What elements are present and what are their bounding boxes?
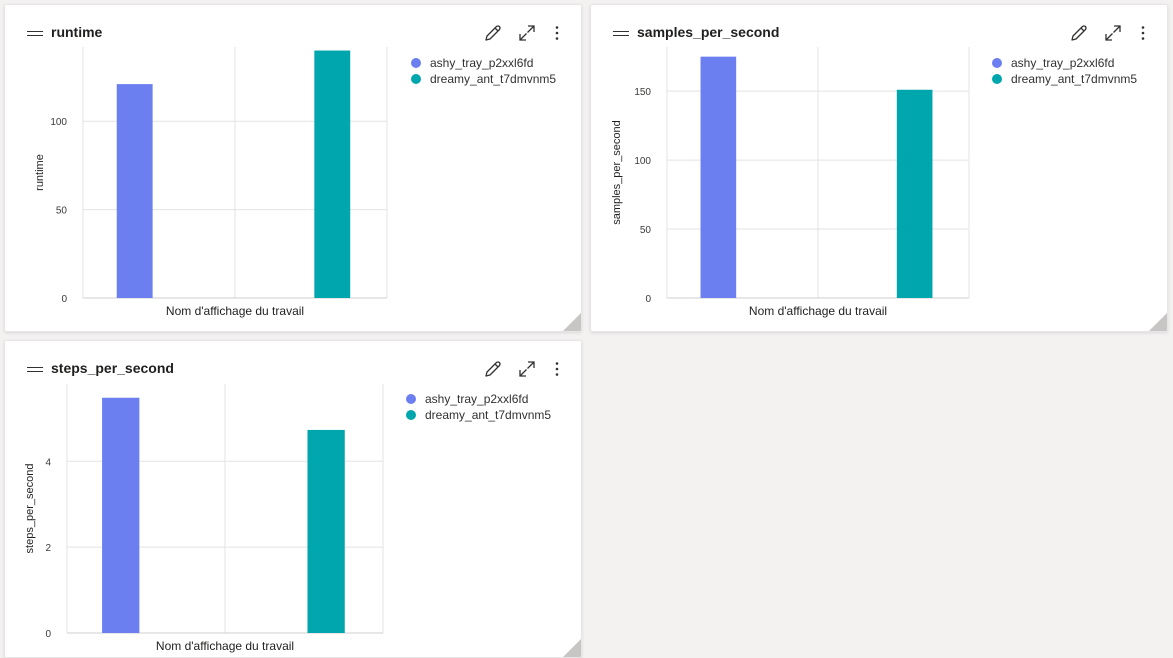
y-tick-label: 100 bbox=[50, 117, 67, 128]
bar-dreamy-ant-t7dmvnm5[interactable] bbox=[307, 429, 345, 633]
y-tick-label: 4 bbox=[45, 457, 51, 468]
chart-legend: ashy_tray_p2xxl6fd dreamy_ant_t7dmvnm5 bbox=[411, 55, 556, 87]
card-header: runtime bbox=[5, 5, 581, 45]
legend-swatch bbox=[411, 58, 421, 68]
drag-handle-icon[interactable] bbox=[27, 367, 43, 373]
chart-card-runtime: runtime 0 50 100 Nom d'affichage du travail r… bbox=[4, 4, 582, 332]
pencil-icon[interactable] bbox=[481, 21, 505, 45]
legend-swatch bbox=[406, 394, 416, 404]
y-tick-label: 50 bbox=[56, 206, 68, 217]
legend-item[interactable]: ashy_tray_p2xxl6fd bbox=[406, 391, 551, 407]
legend-swatch bbox=[992, 58, 1002, 68]
legend-label: ashy_tray_p2xxl6fd bbox=[430, 56, 534, 70]
pencil-icon[interactable] bbox=[481, 357, 505, 381]
legend-label: ashy_tray_p2xxl6fd bbox=[425, 392, 529, 406]
chart-legend: ashy_tray_p2xxl6fd dreamy_ant_t7dmvnm5 bbox=[992, 55, 1137, 87]
bar-ashy-tray-p2xxl6fd[interactable] bbox=[102, 397, 140, 633]
resize-handle-icon[interactable] bbox=[563, 313, 581, 331]
chart-card-steps-per-second: steps_per_second 0 2 4 Nom d'affichage du tr… bbox=[4, 340, 582, 658]
card-title: samples_per_second bbox=[637, 24, 780, 40]
drag-handle-icon[interactable] bbox=[27, 31, 43, 37]
card-title: runtime bbox=[51, 24, 103, 40]
bar-chart: 0 50 100 Nom d'affichage du travail runtime bbox=[34, 47, 388, 318]
legend-item[interactable]: ashy_tray_p2xxl6fd bbox=[992, 55, 1137, 71]
bar-dreamy-ant-t7dmvnm5[interactable] bbox=[314, 50, 351, 298]
bar-chart: 0 50 100 150 Nom d'affichage du travail sampl… bbox=[611, 47, 970, 318]
legend-swatch bbox=[411, 74, 421, 84]
x-axis-label: Nom d'affichage du travail bbox=[749, 304, 887, 318]
legend-item[interactable]: dreamy_ant_t7dmvnm5 bbox=[992, 71, 1137, 87]
pencil-icon[interactable] bbox=[1067, 21, 1091, 45]
legend-label: dreamy_ant_t7dmvnm5 bbox=[430, 72, 557, 86]
y-tick-label: 0 bbox=[645, 294, 651, 305]
card-header: steps_per_second bbox=[5, 341, 581, 381]
more-vertical-icon[interactable] bbox=[545, 357, 569, 381]
y-tick-label: 150 bbox=[634, 87, 651, 98]
drag-handle-icon[interactable] bbox=[613, 31, 629, 37]
legend-swatch bbox=[406, 410, 416, 420]
legend-label: ashy_tray_p2xxl6fd bbox=[1011, 56, 1115, 70]
expand-icon[interactable] bbox=[515, 357, 539, 381]
resize-handle-icon[interactable] bbox=[1149, 313, 1167, 331]
legend-label: dreamy_ant_t7dmvnm5 bbox=[425, 408, 552, 422]
legend-swatch bbox=[992, 74, 1002, 84]
bar-ashy-tray-p2xxl6fd[interactable] bbox=[700, 56, 737, 299]
y-tick-label: 100 bbox=[634, 156, 651, 167]
bar-chart: 0 2 4 Nom d'affichage du travail steps_per_s… bbox=[24, 384, 384, 653]
x-axis-label: Nom d'affichage du travail bbox=[156, 639, 294, 653]
x-axis-label: Nom d'affichage du travail bbox=[166, 304, 304, 318]
y-axis-label: runtime bbox=[34, 154, 46, 191]
y-tick-label: 2 bbox=[45, 543, 51, 554]
bar-dreamy-ant-t7dmvnm5[interactable] bbox=[896, 89, 933, 298]
legend-item[interactable]: dreamy_ant_t7dmvnm5 bbox=[411, 71, 556, 87]
y-tick-label: 0 bbox=[45, 629, 51, 640]
legend-label: dreamy_ant_t7dmvnm5 bbox=[1011, 72, 1138, 86]
more-vertical-icon[interactable] bbox=[545, 21, 569, 45]
y-tick-label: 0 bbox=[61, 294, 67, 305]
y-axis-label: samples_per_second bbox=[611, 120, 623, 225]
more-vertical-icon[interactable] bbox=[1131, 21, 1155, 45]
expand-icon[interactable] bbox=[1101, 21, 1125, 45]
legend-item[interactable]: dreamy_ant_t7dmvnm5 bbox=[406, 407, 551, 423]
resize-handle-icon[interactable] bbox=[563, 639, 581, 657]
bar-ashy-tray-p2xxl6fd[interactable] bbox=[116, 84, 153, 298]
legend-item[interactable]: ashy_tray_p2xxl6fd bbox=[411, 55, 556, 71]
y-axis-label: steps_per_second bbox=[24, 464, 36, 554]
chart-legend: ashy_tray_p2xxl6fd dreamy_ant_t7dmvnm5 bbox=[406, 391, 551, 423]
y-tick-label: 50 bbox=[640, 225, 652, 236]
card-header: samples_per_second bbox=[591, 5, 1167, 45]
chart-card-samples-per-second: samples_per_second 0 50 100 150 Nom d'afficha… bbox=[590, 4, 1168, 332]
card-title: steps_per_second bbox=[51, 360, 174, 376]
expand-icon[interactable] bbox=[515, 21, 539, 45]
